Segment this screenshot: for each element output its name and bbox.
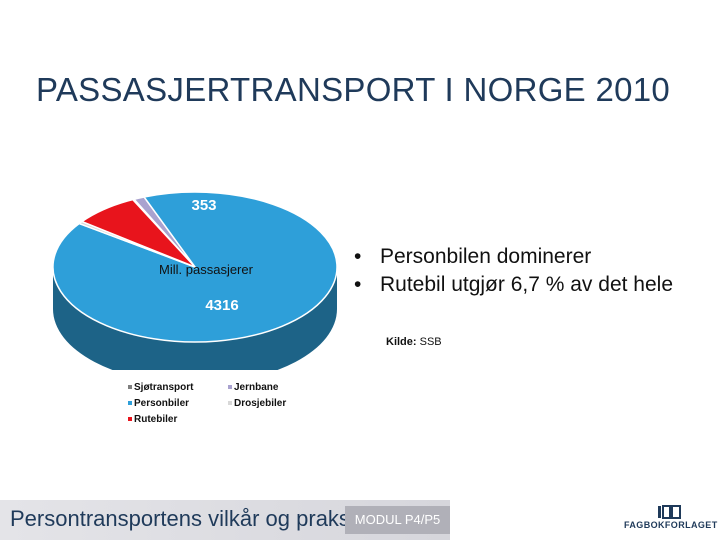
bullet-list: • Personbilen dominerer • Rutebil utgjør… bbox=[352, 244, 692, 300]
pie-labels: Mill. passasjerer 4316 353 bbox=[159, 197, 254, 314]
bullet-marker: • bbox=[354, 245, 362, 268]
legend-item-rutebiler: Rutebiler bbox=[128, 414, 177, 425]
legend-item-sjøtransport: Sjøtransport bbox=[128, 382, 193, 393]
legend-label: Personbiler bbox=[134, 398, 190, 409]
pie-top bbox=[52, 191, 338, 343]
legend-label: Jernbane bbox=[234, 382, 279, 393]
chart-unit-label: Mill. passasjerer bbox=[159, 262, 254, 277]
source-note: Kilde: SSB bbox=[386, 336, 442, 348]
bullet-item: • Rutebil utgjør 6,7 % av det hele bbox=[352, 272, 692, 298]
legend-item-jernbane: Jernbane bbox=[228, 382, 278, 393]
legend-item-personbiler: Personbiler bbox=[128, 398, 189, 409]
logo-text: FAGBOKFORLAGET bbox=[624, 520, 718, 530]
bullet-text: Personbilen dominerer bbox=[380, 245, 592, 268]
footer: Persontransportens vilkår og praksis MOD… bbox=[0, 500, 720, 540]
data-label-rutebiler: 353 bbox=[191, 197, 216, 214]
bullet-item: • Personbilen dominerer bbox=[352, 244, 692, 270]
pie-slice-rutebiler bbox=[80, 198, 196, 268]
page-title: PASSASJERTRANSPORT I NORGE 2010 bbox=[36, 71, 671, 108]
legend-swatch bbox=[128, 417, 132, 422]
legend-item-drosjebiler: Drosjebiler bbox=[228, 398, 286, 409]
legend-swatch bbox=[228, 385, 232, 390]
source-value: SSB bbox=[419, 336, 442, 348]
pie-chart: Mill. passasjerer 4316 353 bbox=[52, 191, 338, 370]
bullet-marker: • bbox=[354, 273, 362, 296]
bullet-text: Rutebil utgjør 6,7 % av det hele bbox=[380, 273, 673, 296]
module-badge: MODUL P4/P5 bbox=[345, 506, 450, 534]
source-label: Kilde: bbox=[386, 336, 417, 348]
legend-label: Sjøtransport bbox=[134, 382, 194, 393]
legend-swatch bbox=[228, 401, 232, 406]
data-label-personbiler: 4316 bbox=[205, 297, 238, 314]
pie-sides bbox=[53, 267, 337, 370]
legend-swatch bbox=[128, 385, 132, 390]
legend-label: Rutebiler bbox=[134, 414, 178, 425]
footer-title: Persontransportens vilkår og praksis bbox=[10, 506, 366, 531]
fagbokforlaget-logo-icon bbox=[658, 505, 681, 519]
pie-slice-side-personbiler bbox=[53, 267, 337, 370]
legend-label: Drosjebiler bbox=[234, 398, 287, 409]
publisher-logo: FAGBOKFORLAGET bbox=[624, 504, 718, 538]
legend-swatch bbox=[128, 401, 132, 406]
